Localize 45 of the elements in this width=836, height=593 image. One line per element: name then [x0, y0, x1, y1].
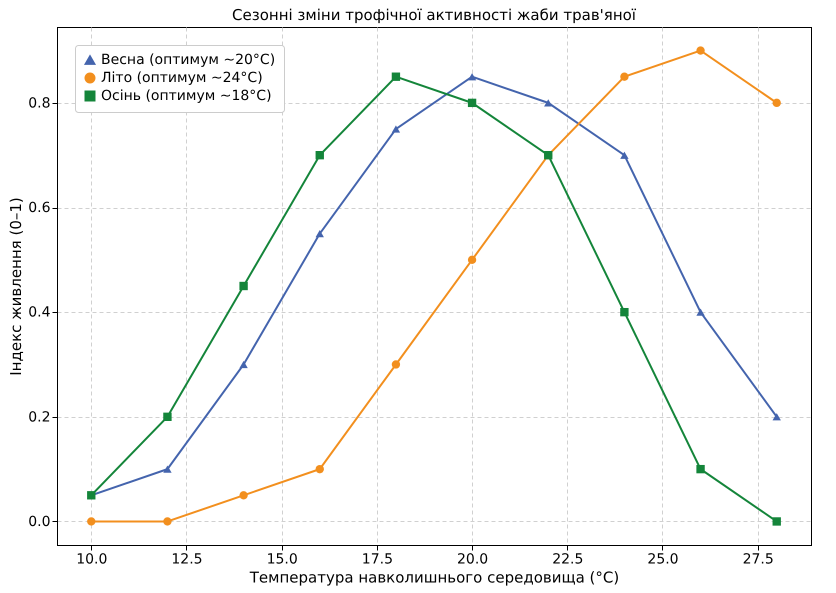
point	[620, 152, 629, 159]
y-axis-title: Індекс живлення (0–1)	[7, 197, 26, 376]
x-tick-label: 12.5	[171, 552, 203, 568]
x-tick-label: 20.0	[456, 552, 488, 568]
point	[239, 282, 248, 290]
point	[392, 72, 400, 81]
point	[772, 517, 781, 526]
point	[239, 491, 248, 500]
x-tick-label: 15.0	[266, 552, 298, 568]
point	[696, 46, 705, 55]
legend-label: Весна (оптимум ~20°C)	[101, 52, 276, 68]
y-tick-label: 0.8	[28, 95, 50, 112]
y-tick-label: 0.4	[28, 304, 51, 321]
point	[696, 464, 705, 474]
point	[163, 412, 172, 421]
point	[544, 99, 552, 106]
x-tick-label: 22.5	[552, 552, 584, 568]
chart-title: Сезонні зміни трофічної активності жаби трав'яної	[232, 6, 637, 24]
point	[316, 464, 324, 474]
x-tick-label: 17.5	[362, 552, 393, 568]
legend-label: Літо (оптимум ~24°C)	[101, 70, 263, 86]
point	[392, 125, 400, 133]
point	[696, 308, 705, 316]
x-tick-label: 25.0	[647, 552, 679, 568]
point	[87, 517, 96, 526]
point	[468, 256, 476, 264]
point	[316, 230, 324, 238]
x-axis-title: Температура навколишнього середовища (°C)	[248, 568, 620, 586]
point	[772, 413, 781, 420]
point	[163, 466, 172, 473]
y-tick-label: 0.6	[28, 200, 51, 216]
point	[772, 98, 781, 108]
point	[620, 72, 629, 81]
legend-label: Осінь (оптимум ~18°C)	[101, 88, 272, 104]
point	[316, 151, 324, 160]
point	[239, 360, 248, 368]
point	[620, 308, 629, 316]
y-tick-label: 0.2	[28, 409, 50, 426]
point	[392, 360, 400, 369]
x-tick-label: 27.5	[742, 552, 774, 568]
x-tick-label: 10.0	[76, 552, 108, 568]
y-tick-label: 0.0	[28, 514, 50, 530]
point	[468, 98, 476, 108]
point	[468, 73, 476, 80]
point	[163, 517, 172, 526]
